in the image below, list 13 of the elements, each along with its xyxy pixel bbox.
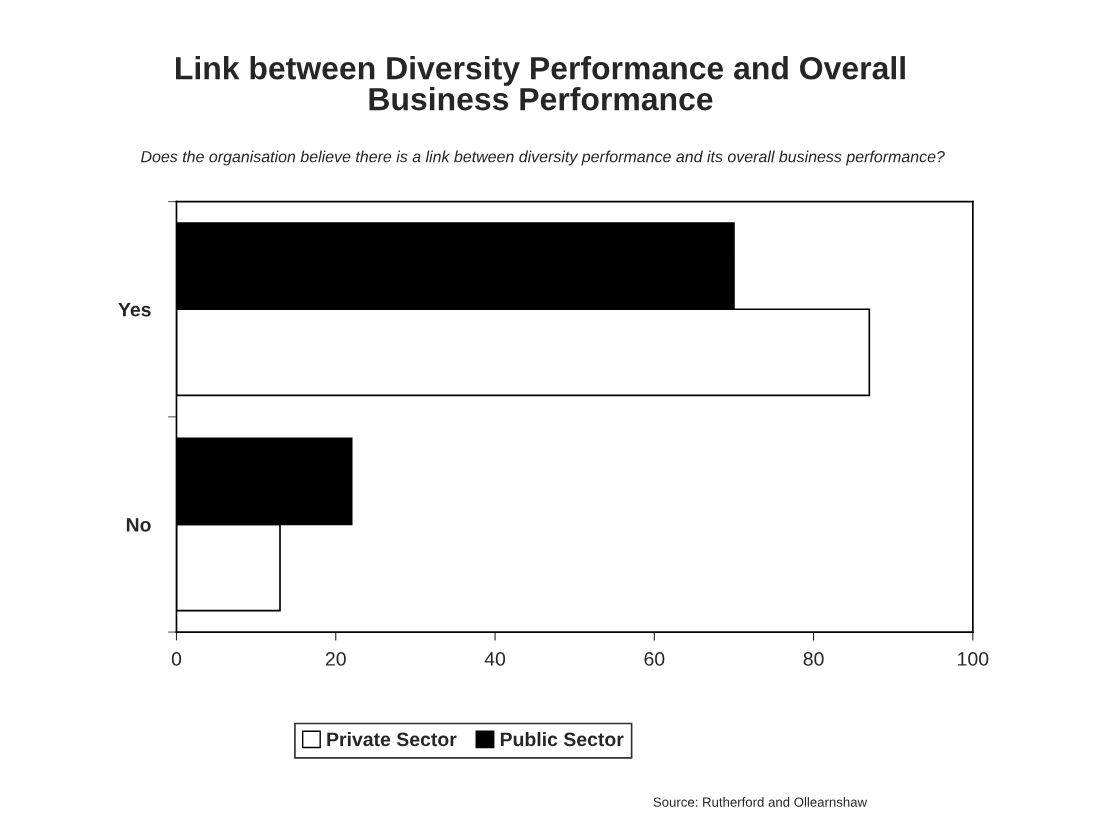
legend-label: Private Sector xyxy=(327,731,457,747)
legend-label: Public Sector xyxy=(500,731,624,747)
x-tick-label: 60 xyxy=(644,652,665,666)
chart-title: Link between Diversity Performance and Overall Business Performance xyxy=(176,56,905,111)
chart-subtitle: Does the organisation believe there is a link between diversity performance and its overall business performance? xyxy=(141,150,945,166)
x-tick-label: 20 xyxy=(325,652,346,666)
x-tick-label: 0 xyxy=(171,652,182,666)
x-tick-label: 100 xyxy=(958,652,989,666)
source-note: Source: Rutherford and Ollearnshaw xyxy=(653,797,868,807)
y-tick-label: Yes xyxy=(118,302,151,317)
x-tick-label: 80 xyxy=(803,652,824,666)
y-tick-label: No xyxy=(126,518,151,532)
x-tick-label: 40 xyxy=(484,652,506,666)
